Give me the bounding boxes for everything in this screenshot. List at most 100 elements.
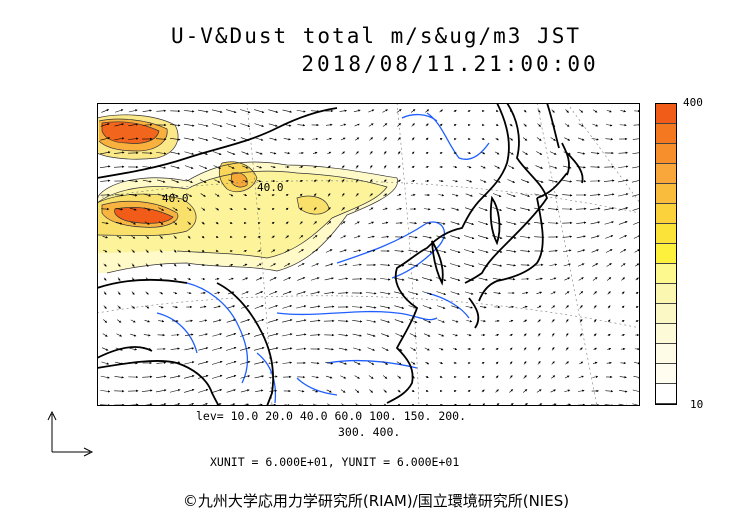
wind-arrow <box>225 109 237 114</box>
wind-arrow <box>212 388 223 393</box>
wind-arrow <box>100 137 111 141</box>
wind-arrow <box>383 151 387 155</box>
wind-arrow <box>142 375 153 379</box>
wind-arrow <box>368 221 375 225</box>
wind-arrow <box>145 249 149 253</box>
wind-arrow <box>422 291 433 296</box>
wind-arrow <box>579 361 584 365</box>
wind-arrow <box>268 304 278 309</box>
wind-arrow <box>379 291 391 295</box>
wind-arrow <box>425 109 430 113</box>
wind-arrow <box>271 221 275 225</box>
wind-arrow <box>411 165 415 169</box>
wind-arrow <box>115 208 124 211</box>
wind-arrow <box>411 375 415 379</box>
wind-arrow <box>621 333 625 337</box>
wind-arrow <box>187 221 191 225</box>
wind-arrow <box>592 123 599 127</box>
wind-arrow <box>324 305 335 308</box>
wind-arrow <box>355 179 359 183</box>
wind-arrow <box>311 263 319 267</box>
wind-arrow <box>607 305 611 309</box>
wind-arrow <box>115 347 123 351</box>
wind-arrow <box>214 277 220 281</box>
wind-arrow <box>240 360 251 365</box>
wind-arrow <box>130 235 136 239</box>
wind-arrow <box>537 361 541 365</box>
wind-arrow <box>607 291 611 295</box>
wind-arrow <box>551 319 555 323</box>
wind-arrow <box>257 222 261 225</box>
wind-arrow <box>508 165 515 169</box>
wind-arrow <box>242 165 249 169</box>
wind-arrow <box>310 333 321 337</box>
wind-arrow <box>606 124 613 127</box>
wind-arrow <box>201 249 205 253</box>
wind-arrow <box>144 319 151 323</box>
wind-arrow <box>341 193 345 197</box>
wind-arrow <box>241 305 250 309</box>
wind-arrow <box>452 333 458 337</box>
wind-arrow <box>103 277 107 281</box>
wind-arrow <box>549 165 558 169</box>
wind-arrow <box>215 221 219 225</box>
wind-arrow <box>243 249 247 253</box>
wind-arrow <box>508 151 514 155</box>
wind-arrow <box>366 333 376 337</box>
wind-arrow <box>453 109 457 113</box>
wind-arrow <box>270 165 276 169</box>
wind-arrow <box>131 277 135 281</box>
wind-arrow <box>522 291 529 295</box>
wind-arrow <box>183 374 195 379</box>
wind-arrow <box>477 249 489 254</box>
wind-arrow <box>467 389 471 393</box>
wind-arrow <box>380 319 390 323</box>
wind-arrow <box>492 249 503 253</box>
wind-arrow <box>562 249 572 253</box>
wind-arrow <box>226 374 237 379</box>
wind-arrow <box>268 318 279 323</box>
wind-arrow <box>170 151 181 155</box>
wind-arrow <box>593 333 597 337</box>
wind-arrow <box>354 123 360 127</box>
wind-arrow <box>436 235 447 239</box>
wind-arrow <box>537 123 541 127</box>
wind-arrow <box>101 361 110 365</box>
wind-arrow <box>326 235 332 239</box>
wind-arrow <box>590 207 601 210</box>
wind-arrow <box>467 110 471 113</box>
wind-arrow <box>520 207 531 211</box>
wind-arrow <box>285 179 289 183</box>
wind-arrow <box>116 235 122 239</box>
wind-arrow <box>113 151 125 154</box>
wind-arrow <box>631 179 640 183</box>
wind-arrow <box>492 221 503 226</box>
wind-arrow <box>564 277 571 281</box>
wind-arrow <box>327 207 331 211</box>
wind-arrow <box>296 333 307 336</box>
wind-arrow <box>145 305 150 309</box>
wind-arrow <box>435 263 447 268</box>
wind-arrow <box>355 151 359 155</box>
wind-arrow <box>464 235 475 240</box>
wind-arrow <box>635 319 639 323</box>
wind-arrow <box>212 151 222 156</box>
wind-arrow <box>117 249 122 253</box>
wind-arrow <box>563 263 571 267</box>
wind-arrow <box>382 361 388 365</box>
wind-arrow <box>156 109 167 113</box>
wind-arrow <box>255 291 264 295</box>
wind-arrow <box>211 360 223 365</box>
wind-arrow <box>142 123 153 126</box>
wind-arrow <box>548 193 559 197</box>
wind-arrow <box>407 277 419 281</box>
wind-arrow <box>366 305 377 309</box>
wind-arrow <box>439 152 443 155</box>
wind-arrow <box>394 263 405 267</box>
wind-arrow <box>521 179 530 183</box>
wind-arrow <box>229 193 234 197</box>
graticule <box>97 103 640 406</box>
wind-arrow <box>156 179 166 183</box>
wind-arrow <box>129 207 137 211</box>
wind-arrow <box>299 235 304 239</box>
